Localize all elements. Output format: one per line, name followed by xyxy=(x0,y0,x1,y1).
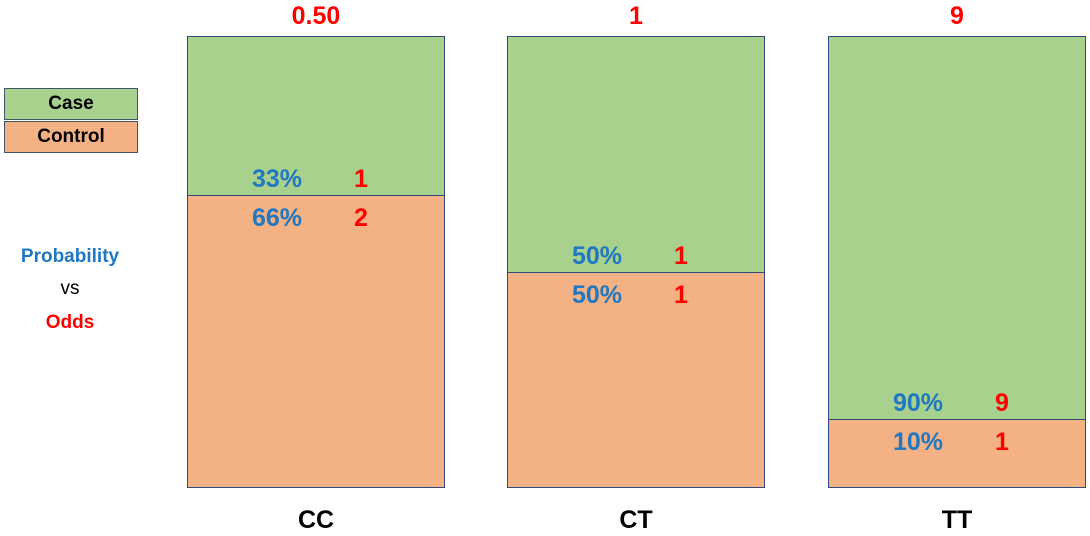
bar-ct: 50% 1 50% 1 xyxy=(507,36,765,488)
case-segment-tt xyxy=(829,37,1085,421)
bar-cc: 33% 1 66% 2 xyxy=(187,36,445,488)
legend-case-label: Case xyxy=(48,93,94,114)
case-segment-ct xyxy=(508,37,764,274)
control-segment-ct xyxy=(508,272,764,487)
control-label-row-cc: 66% 2 xyxy=(188,203,444,233)
case-probability-cc: 33% xyxy=(251,165,302,193)
case-segment-cc xyxy=(188,37,444,197)
control-probability-ct: 50% xyxy=(571,281,622,309)
probability-label: Probability xyxy=(20,246,120,267)
control-odds-cc: 2 xyxy=(354,204,368,232)
control-odds-tt: 1 xyxy=(995,428,1009,456)
genotype-label-tt: TT xyxy=(941,506,973,534)
odds-ratio-cc: 0.50 xyxy=(291,2,341,30)
case-label-row-cc: 33% 1 xyxy=(188,164,444,194)
control-probability-cc: 66% xyxy=(251,204,302,232)
control-probability-tt: 10% xyxy=(892,428,943,456)
legend-case: Case xyxy=(4,88,138,120)
vs-label: vs xyxy=(60,278,80,299)
case-odds-tt: 9 xyxy=(995,389,1009,417)
genotype-label-ct: CT xyxy=(619,506,653,534)
legend-control: Control xyxy=(4,121,138,153)
odds-label: Odds xyxy=(45,312,95,333)
control-odds-ct: 1 xyxy=(674,281,688,309)
case-odds-ct: 1 xyxy=(674,242,688,270)
control-label-row-tt: 10% 1 xyxy=(829,427,1085,457)
odds-ratio-ct: 1 xyxy=(629,2,643,30)
control-label-row-ct: 50% 1 xyxy=(508,280,764,310)
genotype-label-cc: CC xyxy=(297,506,335,534)
case-probability-tt: 90% xyxy=(892,389,943,417)
control-segment-cc xyxy=(188,195,444,487)
control-segment-tt xyxy=(829,419,1085,487)
case-odds-cc: 1 xyxy=(354,165,368,193)
legend-control-label: Control xyxy=(37,126,105,147)
case-label-row-tt: 90% 9 xyxy=(829,388,1085,418)
case-probability-ct: 50% xyxy=(571,242,622,270)
odds-ratio-tt: 9 xyxy=(950,2,964,30)
bar-tt: 90% 9 10% 1 xyxy=(828,36,1086,488)
case-label-row-ct: 50% 1 xyxy=(508,241,764,271)
